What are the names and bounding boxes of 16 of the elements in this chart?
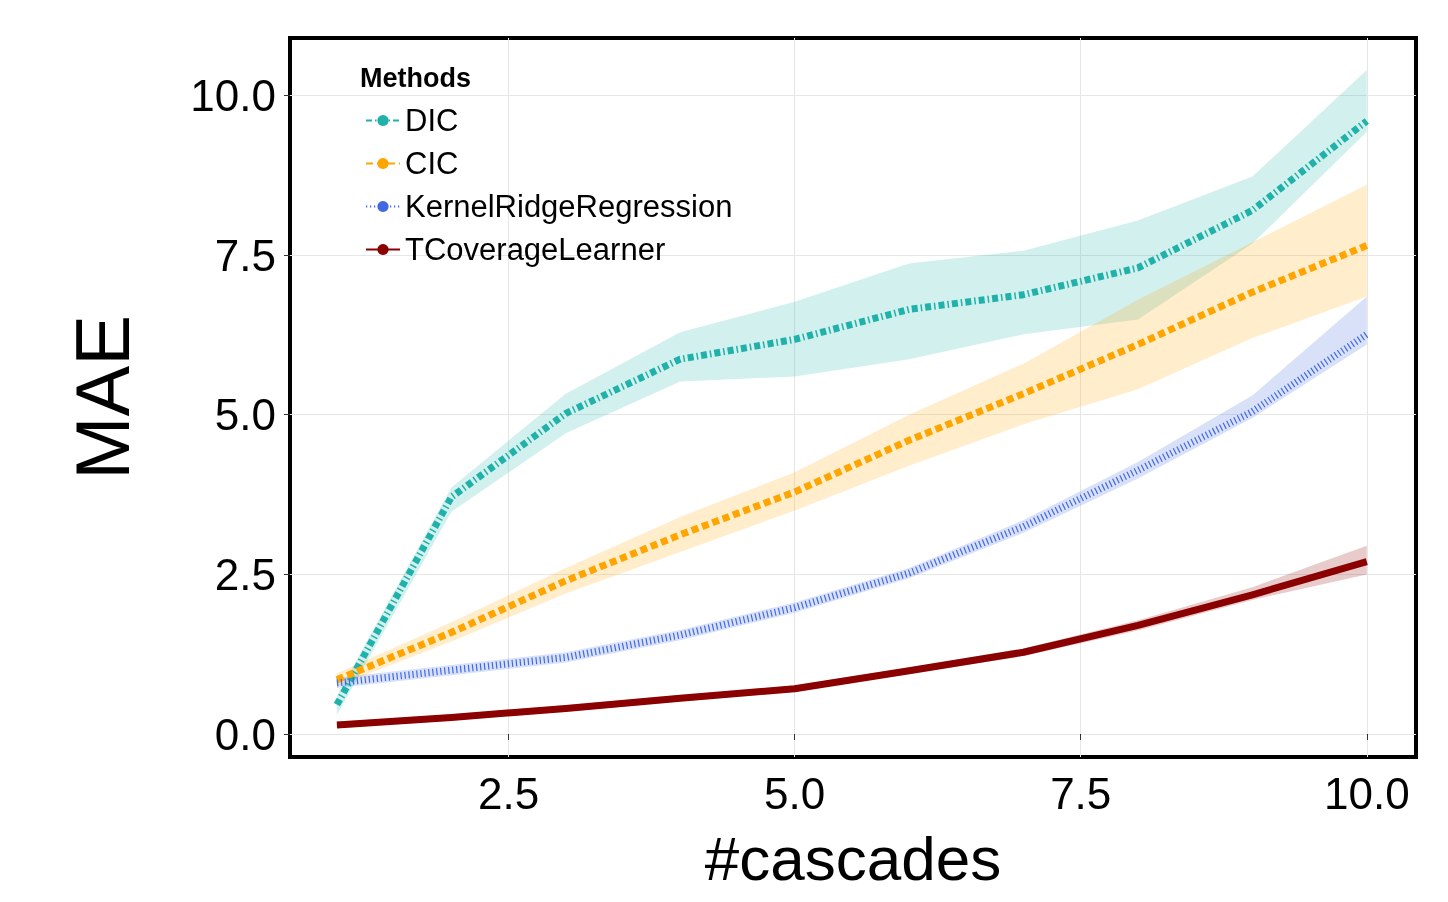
x-tick-label: 7.5 xyxy=(1050,768,1112,818)
x-axis-title: #cascades xyxy=(704,823,1002,893)
y-tick-label: 0.0 xyxy=(214,709,276,759)
legend-label: CIC xyxy=(405,146,459,181)
legend-label: KernelRidgeRegression xyxy=(405,189,733,224)
y-tick-label: 2.5 xyxy=(214,549,276,599)
x-tick-label: 2.5 xyxy=(477,768,540,818)
legend-label: TCoverageLearner xyxy=(405,232,666,267)
y-tick-label: 7.5 xyxy=(214,230,276,280)
y-tick-label: 5.0 xyxy=(214,390,276,440)
y-axis-title: MAE xyxy=(59,315,145,480)
x-tick-label: 10.0 xyxy=(1323,768,1410,818)
y-tick-label: 10.0 xyxy=(190,70,276,120)
legend-title: Methods xyxy=(360,62,471,93)
x-tick-label: 5.0 xyxy=(764,768,826,818)
legend-label: DIC xyxy=(405,103,459,138)
